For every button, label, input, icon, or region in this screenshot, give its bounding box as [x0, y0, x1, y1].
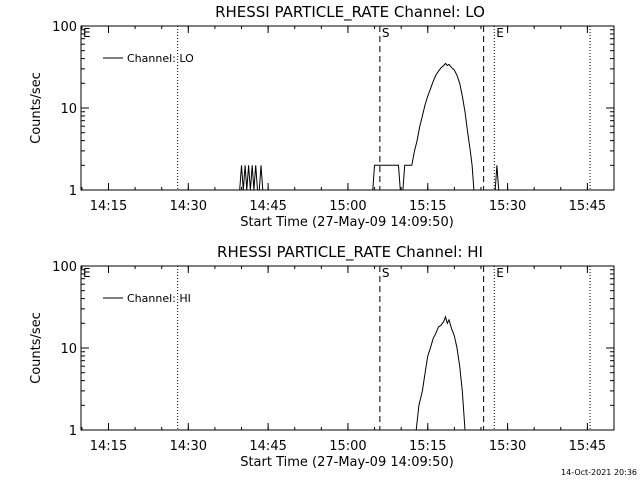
plot-timestamp: 14-Oct-2021 20:36: [561, 468, 637, 477]
y-tick-label: 100: [52, 260, 77, 275]
series-line: [494, 165, 500, 191]
series-line: [239, 165, 264, 191]
x-tick-label: 14:45: [249, 199, 286, 214]
chart-title: RHESSI PARTICLE_RATE Channel: LO: [215, 3, 485, 22]
series-lines: [239, 62, 500, 191]
y-tick-label: 10: [60, 102, 77, 117]
event-marker-label: S: [382, 266, 390, 280]
y-tick-label: 10: [60, 342, 77, 357]
legend: Channel: HI: [103, 292, 191, 305]
event-marker-label: S: [382, 26, 390, 40]
x-tick-label: 14:15: [90, 439, 127, 454]
y-axis-label: Counts/sec: [29, 312, 44, 384]
x-axis-label: Start Time (27-May-09 14:09:50): [240, 455, 454, 470]
axis-ticks: 14:15 14:30 14:45 15:00 15:15 15:30 15:45 1 10 10…: [52, 260, 615, 454]
event-marker-label: E: [83, 266, 91, 280]
plot-frame: [80, 265, 615, 431]
series-line: [372, 62, 475, 191]
x-tick-label: 14:45: [249, 439, 286, 454]
x-tick-label: 15:30: [489, 199, 526, 214]
chart-title: RHESSI PARTICLE_RATE Channel: HI: [217, 243, 483, 262]
x-tick-label: 15:00: [329, 439, 366, 454]
panel-hi: RHESSI PARTICLE_RATE Channel: HI 14:15 14…: [29, 243, 615, 470]
series-lines: [415, 315, 466, 431]
legend: Channel: LO: [103, 52, 194, 65]
x-tick-label: 15:30: [489, 439, 526, 454]
x-tick-label: 15:15: [409, 199, 446, 214]
axis-ticks: 14:15 14:30 14:45 15:00 15:15 15:30 15:45 1 10 10…: [52, 20, 615, 214]
y-axis-label: Counts/sec: [29, 72, 44, 144]
legend-label: Channel: HI: [127, 292, 191, 305]
x-tick-label: 15:45: [569, 439, 606, 454]
x-tick-label: 15:00: [329, 199, 366, 214]
plot-frame: [80, 25, 615, 191]
event-marker-label: E: [496, 266, 504, 280]
x-tick-label: 14:15: [90, 199, 127, 214]
legend-label: Channel: LO: [127, 52, 194, 65]
event-marker-label: E: [496, 26, 504, 40]
event-marker-label: E: [83, 26, 91, 40]
y-tick-label: 1: [69, 424, 77, 439]
x-tick-label: 15:15: [409, 439, 446, 454]
series-line: [415, 315, 466, 431]
x-tick-label: 14:30: [170, 439, 207, 454]
panel-lo: RHESSI PARTICLE_RATE Channel: LO 14:15 14…: [29, 3, 615, 230]
y-tick-label: 1: [69, 184, 77, 199]
x-tick-label: 14:30: [170, 199, 207, 214]
y-tick-label: 100: [52, 20, 77, 35]
x-axis-label: Start Time (27-May-09 14:09:50): [240, 215, 454, 230]
x-tick-label: 15:45: [569, 199, 606, 214]
